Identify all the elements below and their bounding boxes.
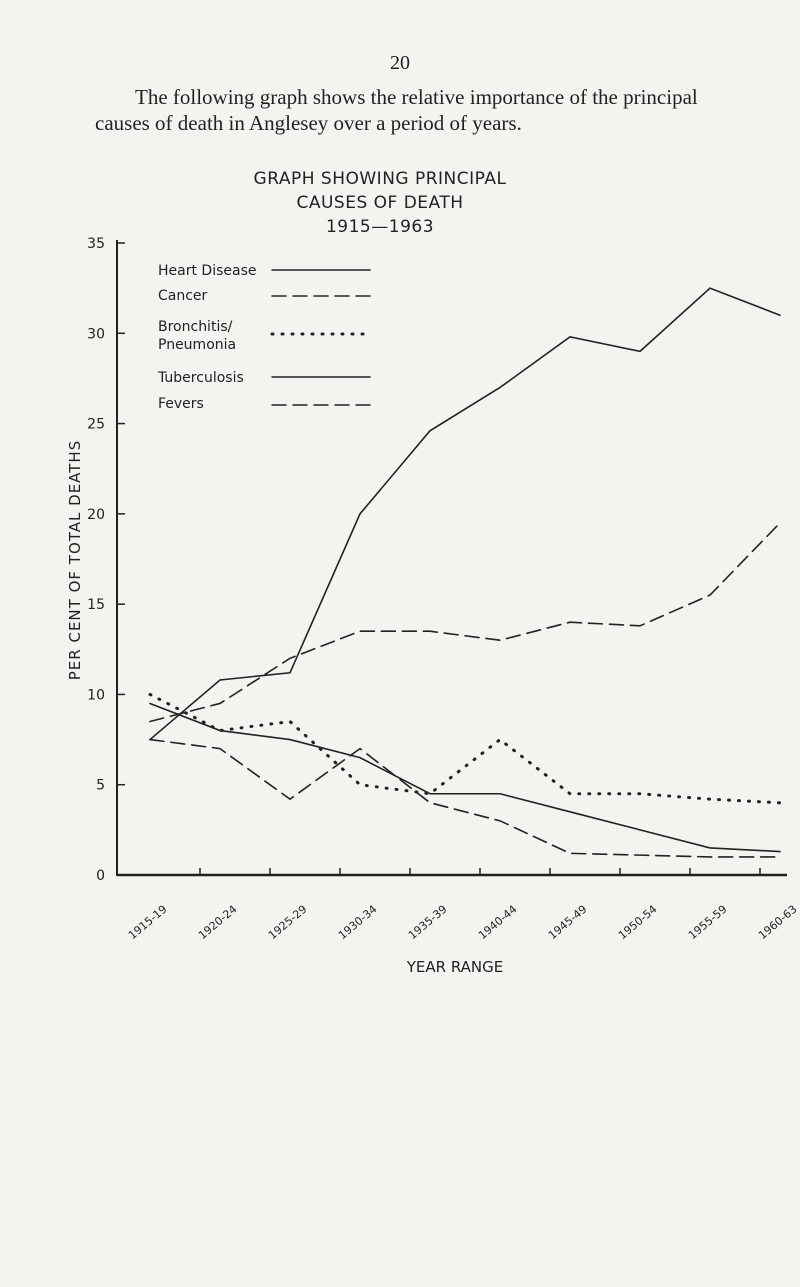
- x-tick-label: 1930-34: [336, 903, 380, 943]
- x-tick-label: 1960-63: [756, 903, 800, 943]
- x-tick-label: 1950-54: [616, 903, 660, 943]
- x-tick-label: 1925-29: [266, 903, 310, 943]
- y-tick-label: 0: [96, 868, 105, 884]
- x-tick-label: 1915-19: [126, 903, 170, 943]
- page-number: 20: [390, 52, 410, 74]
- legend-label: Fevers: [158, 396, 204, 412]
- series-line: [149, 287, 781, 741]
- y-tick-label: 25: [87, 417, 105, 433]
- y-tick-label: 30: [87, 326, 105, 342]
- y-tick-label: 5: [96, 778, 105, 794]
- y-tick-label: 20: [87, 507, 105, 523]
- legend-label: Tuberculosis: [158, 370, 244, 386]
- x-tick-label: 1955-59: [686, 903, 730, 943]
- series-line: [149, 522, 781, 723]
- legend-label: Heart Disease: [158, 263, 257, 279]
- x-axis-label: YEAR RANGE: [406, 958, 504, 976]
- series-line: [149, 702, 781, 853]
- y-tick-label: 10: [87, 687, 105, 703]
- x-tick-label: 1945-49: [546, 903, 590, 943]
- y-tick-label: 35: [87, 236, 105, 252]
- y-axis-label: PER CENT OF TOTAL DEATHS: [66, 440, 84, 680]
- series-line: [148, 692, 782, 805]
- chart-title: GRAPH SHOWING PRINCIPAL CAUSES OF DEATH …: [253, 169, 507, 237]
- y-tick-label: 15: [87, 597, 105, 613]
- x-tick-label: 1935-39: [406, 903, 450, 943]
- intro-text: The following graph shows the relative i…: [95, 85, 698, 135]
- x-tick-label: 1920-24: [196, 903, 240, 943]
- legend-label: Bronchitis/ Pneumonia: [158, 319, 237, 353]
- x-tick-label: 1940-44: [476, 903, 520, 943]
- legend-label: Cancer: [158, 288, 208, 304]
- series-line: [149, 738, 781, 858]
